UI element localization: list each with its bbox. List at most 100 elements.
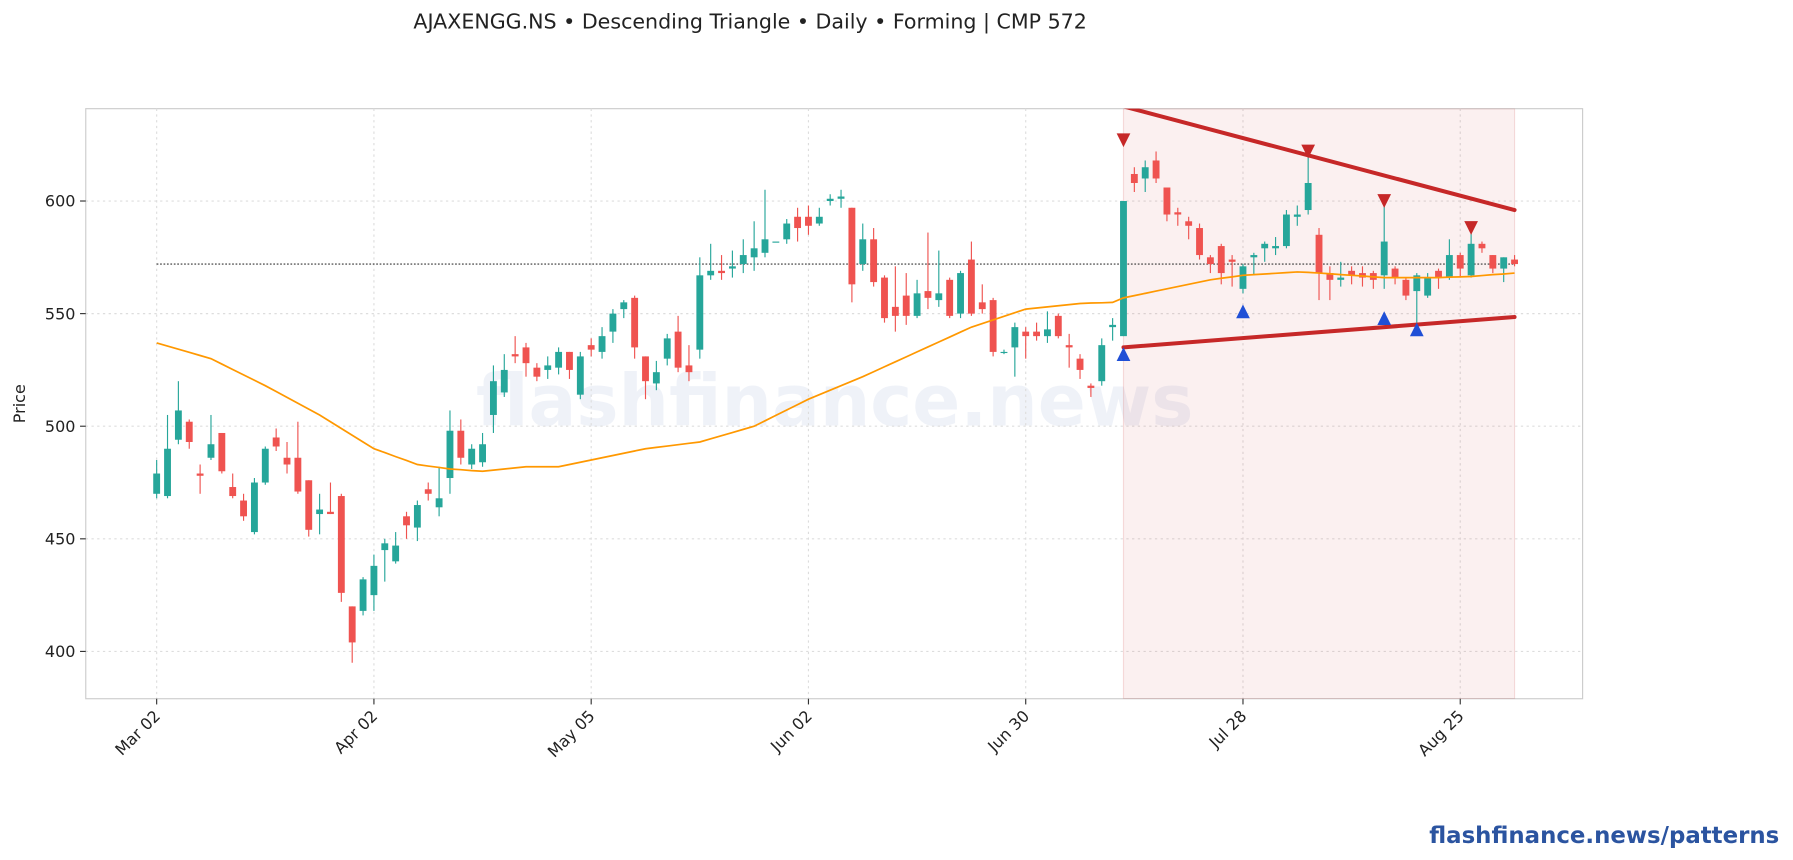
candle-body (1011, 327, 1019, 348)
candle-body (348, 606, 356, 643)
trend-line (1121, 314, 1517, 350)
candle-body (446, 430, 454, 479)
candle-body (663, 338, 671, 359)
trough-marker (1377, 311, 1392, 325)
candle-body (1206, 257, 1214, 265)
candle-body (794, 216, 802, 229)
candle-body (620, 302, 628, 310)
candle-body (294, 457, 302, 492)
y-tick-label: 600 (45, 192, 76, 211)
candle-body (1000, 351, 1008, 354)
candle-body (870, 239, 878, 283)
candle-body (1250, 255, 1258, 258)
candle-body (652, 372, 660, 384)
candle-body (1065, 345, 1073, 348)
candle-body (761, 239, 769, 253)
candle-body (1261, 243, 1269, 249)
y-tick-label: 450 (45, 530, 76, 549)
candle-body (1326, 273, 1334, 280)
candle-body (1456, 255, 1464, 269)
candle-body (1467, 243, 1475, 276)
candle-body (479, 444, 486, 463)
candle-body (1228, 259, 1236, 262)
x-tick-label: Jun 30 (983, 706, 1033, 756)
candle-body (718, 270, 725, 274)
chart-title: AJAXENGG.NS • Descending Triangle • Dail… (413, 10, 1086, 35)
peak-marker (1464, 221, 1478, 235)
candle-body (522, 347, 530, 364)
candle-body (609, 313, 617, 332)
candle-body (261, 448, 269, 483)
candle-body (500, 369, 508, 393)
candle-body (881, 277, 888, 319)
candle-body (1272, 246, 1279, 249)
candle-body (935, 293, 943, 301)
candle-body (1348, 270, 1356, 276)
candle-body (1141, 167, 1149, 179)
candle-body (902, 295, 910, 316)
candle-body (1489, 255, 1497, 269)
candle-body (413, 505, 421, 528)
candle-body (707, 270, 715, 276)
trough-marker (1236, 304, 1250, 319)
candle-body (1293, 214, 1301, 217)
candle-body (381, 543, 389, 551)
candle-body (642, 356, 649, 382)
peak-marker (1301, 144, 1316, 159)
candle-body (859, 239, 867, 265)
candle-body (1511, 259, 1518, 265)
x-tick-label: Aug 25 (1414, 706, 1468, 760)
candle-body (283, 457, 291, 465)
candle-body (1283, 214, 1290, 247)
candle-body (924, 291, 932, 298)
candle-body (164, 448, 171, 497)
candle-body (815, 216, 823, 224)
y-tick-label: 550 (45, 304, 76, 323)
candle-body (555, 351, 563, 368)
candle-body (696, 275, 704, 350)
candle-body (327, 511, 334, 515)
candle-body (750, 248, 758, 258)
candle-body (359, 579, 367, 611)
candle-body (826, 198, 834, 202)
candle-body (946, 279, 954, 316)
candle-body (1044, 329, 1051, 337)
candle-body (1380, 241, 1388, 276)
candle-body (566, 351, 573, 370)
candle-body (424, 489, 432, 494)
plot-area (85, 108, 1584, 700)
candle-body (1076, 358, 1084, 370)
candle-body (1315, 234, 1323, 274)
candle-body (403, 516, 410, 526)
candle-body (1185, 221, 1193, 226)
candle-body (468, 448, 476, 465)
candle-body (1196, 228, 1203, 256)
candle-body (1500, 257, 1508, 269)
candle-body (1163, 187, 1171, 215)
candle-body (837, 196, 845, 199)
candle-body (1098, 345, 1106, 382)
candle-body (240, 500, 247, 517)
candle-body (685, 365, 693, 373)
candle-body (739, 255, 747, 265)
candle-body (772, 241, 780, 243)
candle-body (316, 509, 324, 515)
x-tick-label: May 05 (544, 706, 599, 761)
candle-body (1435, 270, 1442, 278)
trough-marker (1116, 347, 1131, 362)
candle-body (913, 293, 921, 316)
trend-line (1124, 108, 1517, 213)
candle-body (185, 421, 193, 442)
peak-marker (1116, 133, 1131, 148)
candle-body (1239, 266, 1247, 289)
pattern-zone (1122, 108, 1516, 699)
candle-body (728, 266, 736, 269)
candle-body (989, 300, 997, 352)
candle-body (598, 336, 606, 352)
candle-body (457, 430, 465, 458)
candle-body (207, 444, 215, 458)
candle-body (392, 545, 400, 562)
candle-body (967, 259, 975, 314)
candle-body (153, 473, 161, 494)
